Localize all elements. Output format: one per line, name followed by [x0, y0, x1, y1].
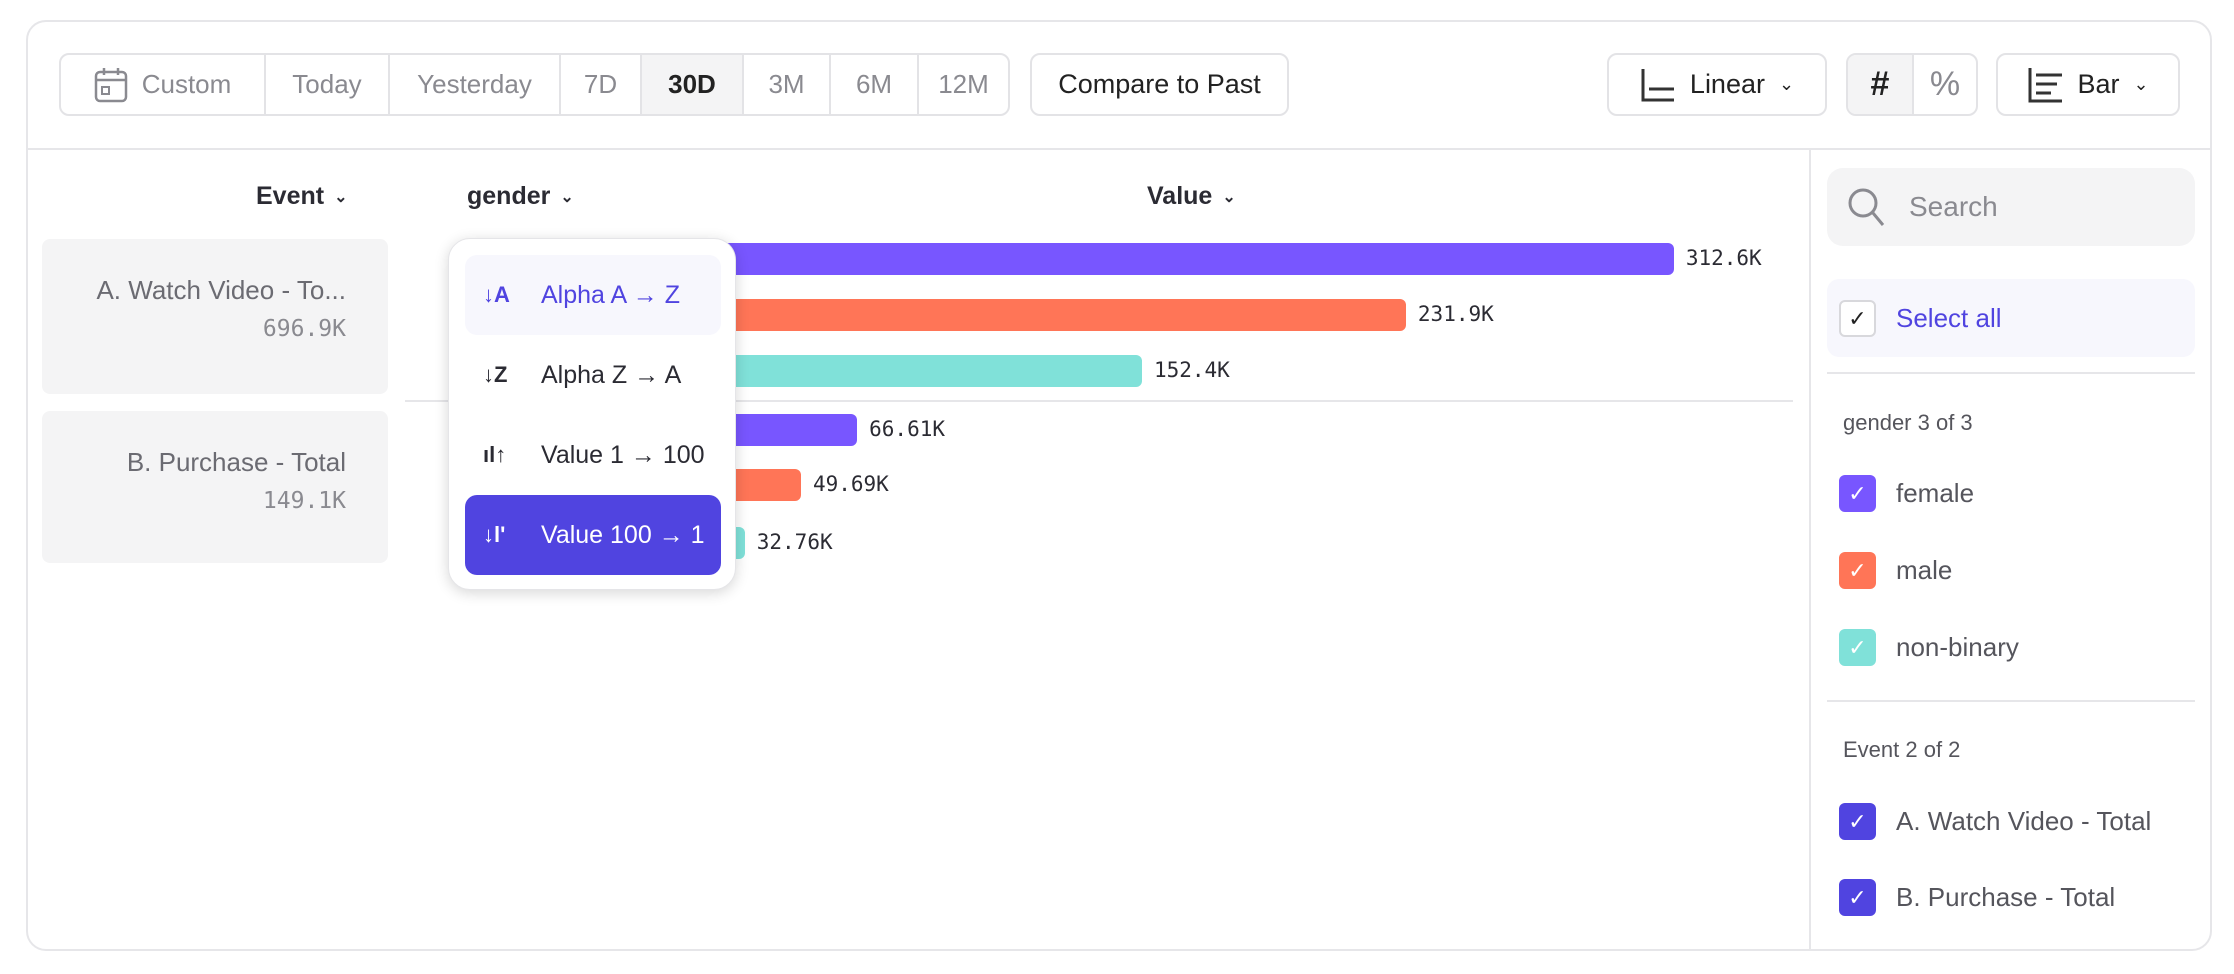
compare-to-past-button[interactable]: Compare to Past: [1030, 53, 1289, 116]
menu-item-label: Value 1 → 100: [541, 440, 705, 469]
search-placeholder: Search: [1909, 191, 1998, 222]
check-icon: ✓: [1839, 629, 1876, 666]
percent-format-button[interactable]: %: [1929, 65, 1961, 103]
bar-chart-icon: [2028, 67, 2063, 102]
chevron-down-icon: ⌄: [560, 188, 574, 206]
range-custom[interactable]: Custom: [61, 55, 266, 114]
header-divider: [27, 148, 2211, 150]
check-icon: ✓: [1839, 803, 1876, 840]
scale-label: Linear: [1689, 69, 1765, 99]
value-column-header[interactable]: Value ⌄: [1147, 182, 1236, 211]
menu-item-label: Alpha A → Z: [541, 280, 680, 309]
event-row-a[interactable]: A. Watch Video - To... 696.9K: [42, 239, 388, 394]
gender-section-heading: gender 3 of 3: [1843, 410, 1973, 435]
select-all-label: Select all: [1896, 303, 2002, 333]
chevron-down-icon: ⌄: [334, 188, 348, 206]
axis-icon: [1641, 68, 1674, 101]
chevron-down-icon: ⌄: [2133, 74, 2149, 94]
range-12m[interactable]: 12M: [938, 69, 989, 99]
sort-alpha-desc[interactable]: ↓Z Alpha Z → A: [465, 335, 721, 415]
date-range-selector: Custom Today Yesterday 7D 30D 3M 6M 12M: [59, 53, 1010, 116]
event-total: 696.9K: [262, 316, 346, 342]
range-3m[interactable]: 3M: [744, 55, 831, 114]
range-6m[interactable]: 6M: [831, 55, 919, 114]
search-icon: [1848, 188, 1885, 226]
event-row-b[interactable]: B. Purchase - Total 149.1K: [42, 411, 388, 563]
value-format-toggle: # %: [1846, 53, 1978, 116]
number-format-button[interactable]: #: [1848, 55, 1914, 114]
select-all-row[interactable]: [1827, 279, 2195, 357]
bar-value-label: 312.6K: [1685, 246, 1762, 270]
bar-value-label: 32.76K: [756, 530, 833, 554]
filter-label: male: [1896, 555, 1953, 585]
sort-value-desc-icon: ↓l': [483, 522, 506, 547]
event-name: B. Purchase - Total: [126, 447, 346, 477]
scale-dropdown[interactable]: Linear ⌄: [1607, 53, 1827, 116]
event-filter-b[interactable]: ✓ B. Purchase - Total: [1839, 879, 2115, 916]
event-name: A. Watch Video - To...: [96, 275, 346, 305]
event-section-heading: Event 2 of 2: [1843, 737, 1961, 762]
event-filter-a[interactable]: ✓ A. Watch Video - Total: [1839, 803, 2151, 840]
select-all-checkbox[interactable]: ✓ Select all: [1839, 300, 2002, 337]
chart-type-dropdown[interactable]: Bar ⌄: [1996, 53, 2180, 116]
range-label: Custom: [141, 69, 232, 99]
sort-menu: ↓A Alpha A → Z ↓Z Alpha Z → A ıl↑ Value 1 →…: [448, 238, 736, 590]
range-30d[interactable]: 30D: [642, 55, 744, 114]
sort-value-desc[interactable]: ↓l' Value 100 → 1: [465, 495, 721, 575]
check-icon: ✓: [1839, 300, 1876, 337]
filter-label: non-binary: [1896, 632, 2019, 662]
calendar-icon: [94, 67, 127, 102]
gender-filter-male[interactable]: ✓ male: [1839, 552, 1952, 589]
gender-column-header[interactable]: gender ⌄: [467, 182, 574, 211]
menu-item-label: Value 100 → 1: [541, 520, 705, 549]
bar-value-label: 152.4K: [1153, 358, 1230, 382]
gender-filter-non-binary[interactable]: ✓ non-binary: [1839, 629, 2019, 666]
check-icon: ✓: [1839, 552, 1876, 589]
filter-label: female: [1896, 478, 1975, 508]
sidebar-divider: [1827, 372, 2195, 374]
column-label: gender: [467, 182, 551, 210]
bar-value-label: 66.61K: [869, 417, 945, 441]
menu-item-label: Alpha Z → A: [541, 360, 682, 389]
range-yesterday[interactable]: Yesterday: [390, 55, 561, 114]
sort-alpha-desc-icon: ↓Z: [483, 362, 508, 387]
gender-filter-female[interactable]: ✓ female: [1839, 475, 1974, 512]
filter-label: B. Purchase - Total: [1896, 882, 2116, 912]
sort-value-asc-icon: ıl↑: [483, 442, 507, 467]
bar-value-label: 49.69K: [812, 472, 889, 496]
bar-male[interactable]: [636, 299, 1406, 331]
range-7d[interactable]: 7D: [561, 55, 642, 114]
sort-alpha-asc-icon: ↓A: [483, 282, 510, 307]
check-icon: ✓: [1839, 879, 1876, 916]
report-card: [26, 20, 2212, 951]
event-total: 149.1K: [262, 488, 346, 514]
chevron-down-icon: ⌄: [1222, 188, 1236, 206]
chevron-down-icon: ⌄: [1778, 74, 1795, 94]
range-today[interactable]: Today: [266, 55, 390, 114]
check-icon: ✓: [1839, 475, 1876, 512]
bar-value-label: 231.9K: [1417, 302, 1494, 326]
sort-alpha-asc[interactable]: ↓A Alpha A → Z: [465, 255, 721, 335]
event-column-header[interactable]: Event ⌄: [256, 182, 348, 211]
column-label: Value: [1147, 182, 1213, 210]
column-label: Event: [256, 182, 325, 210]
filter-label: A. Watch Video - Total: [1896, 806, 2152, 836]
sidebar-divider: [1827, 700, 2195, 702]
chart-type-label: Bar: [2077, 69, 2120, 99]
sidebar-divider: [1809, 149, 1811, 950]
sort-value-asc[interactable]: ıl↑ Value 1 → 100: [465, 415, 721, 495]
bar-female[interactable]: [636, 243, 1674, 275]
group-divider: [405, 400, 1793, 402]
search-input[interactable]: Search: [1827, 168, 2195, 246]
